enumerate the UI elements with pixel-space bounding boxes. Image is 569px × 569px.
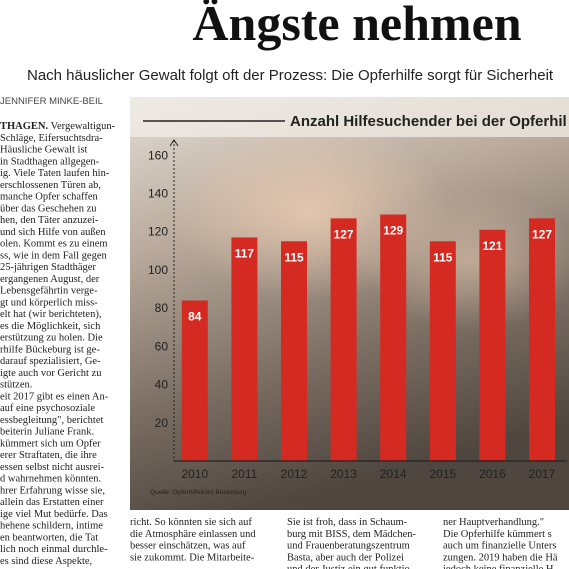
text-line: jedoch keine finanzielle H: [442, 564, 554, 569]
chart: Anzahl Hilfesuchender bei der Opferhil Q…: [130, 97, 569, 510]
text-line: Die Opferhilfe kümmert s: [443, 529, 552, 540]
data-label: 115: [284, 250, 304, 264]
text-line: die Atmosphäre einlassen und: [130, 529, 256, 540]
photo-fists: [360, 190, 569, 330]
text-line: es die Möglichkeit, sich: [0, 321, 101, 332]
y-axis-arrow: [169, 139, 179, 147]
text-line: 25-jährigen Stadthäger: [0, 262, 96, 273]
text-line: kümmert sich um Opfer: [0, 438, 101, 449]
text-line: und der Justiz ein gut funktio-: [287, 564, 414, 569]
data-label: 127: [334, 227, 354, 241]
x-tick-label: 2015: [429, 467, 456, 481]
text-line: allein das Erstatten einer: [0, 497, 104, 508]
subtitle: Nach häuslicher Gewalt folgt oft der Pro…: [27, 67, 554, 84]
text-line: en beantworten, die Tat: [0, 532, 98, 543]
x-tick-label: 2017: [529, 467, 556, 481]
text-line: es sind diese Aspekte,: [0, 556, 92, 567]
data-label: 84: [188, 310, 202, 324]
x-tick-label: 2010: [181, 467, 208, 481]
x-tick-label: 2013: [330, 467, 357, 481]
data-label: 117: [235, 246, 255, 260]
text-line: ergangenen August, der: [0, 274, 100, 285]
text-line: zungen. 2019 haben die Hä: [443, 552, 558, 563]
text-line: stützen.: [0, 380, 32, 391]
text-line: elt hat (wir berichteten),: [0, 309, 101, 320]
bar: [330, 218, 357, 461]
data-label: 115: [433, 250, 453, 264]
text-line: erer Straftaten, die ihre: [0, 450, 97, 461]
y-tick-label: 60: [155, 339, 169, 353]
text-line: Sie ist froh, dass in Schaum-: [287, 517, 408, 528]
data-label: 129: [383, 224, 403, 238]
y-tick-label: 160: [148, 148, 168, 162]
text-line: richt. So könnten sie sich auf: [130, 517, 252, 528]
x-tick-label: 2016: [479, 467, 506, 481]
text-line: ss, wie in dem Fall gegen: [0, 250, 107, 261]
text-line: Basta, aber auch der Polizei: [287, 552, 404, 563]
text-line: ige viel Mut bedürfe. Das: [0, 509, 108, 520]
y-tick-label: 40: [155, 378, 169, 392]
text-line: erschlossenen Türen ab,: [0, 180, 101, 191]
text-line: gt und körperlich miss-: [0, 297, 98, 308]
text-line: hrer Erfahrung wisse sie,: [0, 485, 105, 496]
text-line: manche Opfer schaffen: [0, 192, 99, 203]
text-line: ig. Viele Taten laufen hin-: [0, 168, 110, 179]
headline: Ängste nehmen: [192, 0, 521, 51]
text-line: igte auch vor Gericht zu: [0, 368, 102, 379]
y-tick-label: 100: [148, 263, 168, 277]
lead-line: THAGEN. Vergewaltigun-: [0, 121, 116, 132]
bar: [429, 241, 456, 461]
y-tick-label: 20: [155, 416, 169, 430]
x-tick-label: 2014: [380, 467, 407, 481]
title-band: [130, 97, 569, 137]
bar: [281, 241, 307, 461]
bar: [529, 218, 555, 461]
y-tick-label: 120: [148, 225, 168, 239]
chart-title: Anzahl Hilfesuchender bei der Opferhil: [290, 113, 567, 130]
data-label: 127: [532, 227, 552, 241]
text-line: Schläge, Eifersuchtsdra-: [0, 133, 103, 144]
dateline: THAGEN.: [0, 121, 49, 132]
text-line: auf eine psychosoziale: [0, 403, 95, 414]
text-line: und Frauenberatungszentrum: [287, 541, 410, 552]
text-line: Häusliche Gewalt ist: [0, 145, 88, 156]
bar: [231, 237, 258, 461]
text-line: essbegleitung", berichtet: [0, 415, 104, 426]
text-line: d wahrnehmen könnten.: [0, 474, 101, 485]
author: JENNIFER MINKE-BEIL: [0, 96, 103, 107]
text-line: besser einschätzen, was auf: [130, 541, 246, 552]
text-line: erstützung zu holen. Die: [0, 333, 103, 344]
text-line: lich noch einmal durchle-: [0, 544, 108, 555]
text-line: eit 2017 gibt es einen An-: [0, 391, 109, 402]
y-tick-label: 80: [155, 301, 169, 315]
bar: [479, 229, 506, 461]
y-tick-label: 140: [148, 187, 168, 201]
bar: [380, 214, 407, 461]
text-line: rhilfe Bückeburg ist ge-: [0, 344, 100, 355]
chart-source: Quelle: Opferhilfebüro Bückeburg: [150, 489, 247, 496]
data-label: 121: [482, 239, 502, 253]
text-line: hen, den Täter anzuzei-: [0, 215, 99, 226]
text-line: essen selbst nicht ausrei-: [0, 462, 105, 473]
text-line: Vergewaltigun-: [51, 121, 116, 132]
text-line: in Stadthagen allgegen-: [0, 156, 100, 167]
text-line: burg mit BISS, dem Mädchen-: [287, 529, 417, 540]
x-tick-label: 2011: [231, 467, 257, 481]
text-line: hehene schildern, intime: [0, 521, 103, 532]
text-line: auch um finanzielle Unters: [443, 541, 556, 552]
text-line: olen. Kommt es zu einem: [0, 239, 108, 250]
text-line: ner Hauptverhandlung.": [443, 517, 544, 528]
text-line: sie zukommt. Die Mitarbeite-: [130, 552, 255, 563]
text-line: Lebensgefährtin verge-: [0, 286, 98, 297]
text-line: über das Geschehen zu: [0, 203, 97, 214]
text-line: beiterin Juliane Frank.: [0, 427, 94, 438]
text-line: darauf spezialisiert, Ge-: [0, 356, 101, 367]
text-line: und sich Hilfe von außen: [0, 227, 106, 238]
bar: [181, 300, 208, 461]
x-tick-label: 2012: [281, 467, 308, 481]
